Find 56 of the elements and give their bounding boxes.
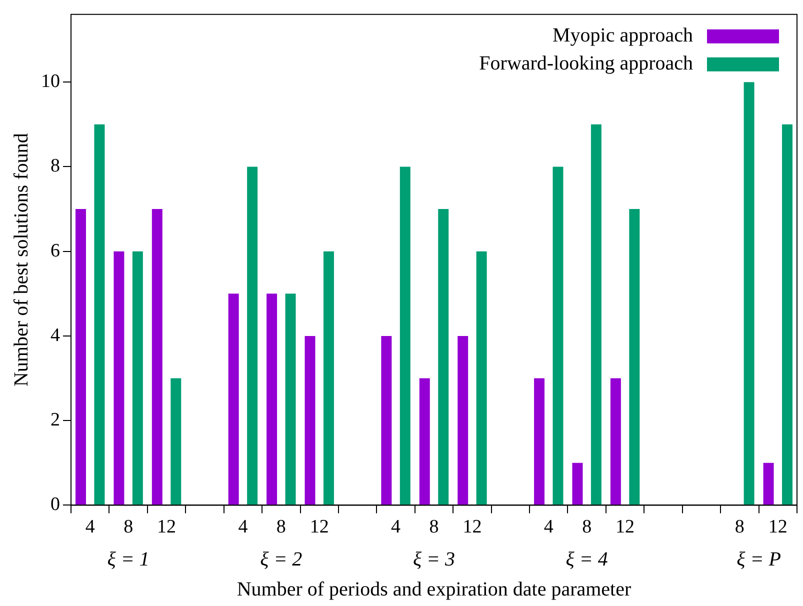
bar (763, 462, 774, 505)
bar (476, 251, 487, 505)
bar (228, 294, 239, 505)
x-tick-label: 4 (391, 516, 402, 538)
y-tick-label: 8 (50, 156, 60, 177)
bar (534, 378, 545, 505)
legend-label: Forward-looking approach (479, 52, 693, 75)
bar (266, 294, 278, 505)
bar (381, 336, 392, 505)
bar (152, 209, 162, 505)
bar (590, 124, 602, 505)
x-tick-label: 12 (462, 516, 482, 538)
bar (552, 166, 564, 505)
x-tick-label: 4 (544, 516, 554, 538)
bar (285, 294, 296, 505)
text: ξ = 3 (412, 548, 456, 570)
text: ξ = 1 (107, 548, 150, 570)
y-tick-label: 4 (50, 324, 60, 346)
text: ξ = P (736, 548, 781, 570)
legend-label: Myopic approach (552, 24, 693, 47)
x-tick-label: 4 (238, 516, 248, 538)
bar (323, 251, 334, 505)
x-tick-label: 12 (310, 516, 329, 538)
bar (400, 166, 410, 505)
text: ξ = 4 (566, 548, 608, 570)
text: ξ = 2 (260, 548, 302, 570)
x-tick-label: 8 (124, 516, 134, 538)
bar (438, 209, 449, 505)
bar (114, 251, 124, 505)
y-tick-label: 0 (50, 494, 60, 516)
bar (94, 124, 105, 505)
y-tick-label: 6 (50, 240, 60, 262)
x-tick-label: 12 (768, 516, 788, 538)
x-tick-label: 8 (276, 516, 286, 538)
bar (629, 209, 640, 505)
x-tick-label: 12 (157, 516, 176, 538)
x-tick-label: 4 (85, 516, 96, 538)
bar (76, 209, 86, 505)
y-tick-label: 2 (50, 410, 60, 431)
bar (419, 378, 430, 505)
x-tick-label: 8 (734, 516, 744, 538)
x-tick-label: 8 (429, 516, 439, 538)
x-tick-label: 12 (616, 516, 635, 538)
y-axis-title: Number of best solutions found (10, 133, 32, 386)
bar (572, 462, 583, 505)
bar (132, 251, 143, 505)
bar (304, 336, 316, 505)
bar (170, 378, 182, 505)
bar (782, 124, 792, 505)
y-tick-label: 10 (41, 71, 60, 92)
bar (247, 166, 258, 505)
bar (458, 336, 468, 505)
x-tick-label: 8 (582, 516, 592, 538)
bar (744, 82, 754, 505)
x-axis-title: Number of periods and expiration date parameter (236, 578, 632, 600)
bar (610, 378, 621, 505)
